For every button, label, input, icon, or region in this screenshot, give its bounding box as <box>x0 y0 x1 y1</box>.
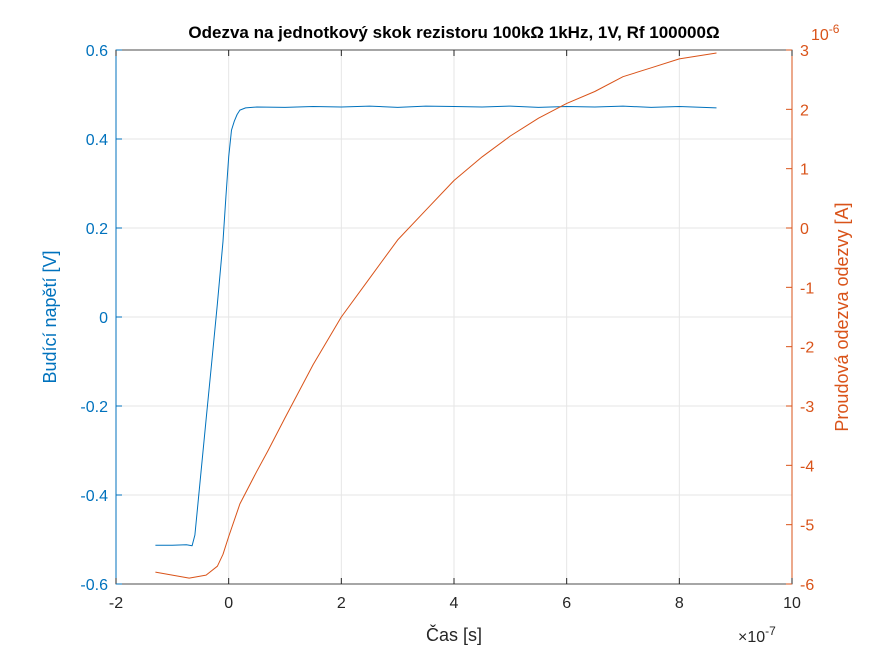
x-tick-label: 8 <box>675 595 684 612</box>
x-tick-label: 10 <box>783 595 801 612</box>
x-tick-label: -2 <box>109 595 123 612</box>
left-y-axis-ticks: -0.6 -0.4 -0.2 0 0.2 0.4 0.6 <box>80 43 122 594</box>
x-axis-label: Čas [s] <box>426 624 482 645</box>
right-tick-label: -6 <box>800 577 814 594</box>
x-exponent-base: ×10 <box>738 629 765 646</box>
x-tick-label: 0 <box>224 595 233 612</box>
left-tick-label: -0.4 <box>80 488 108 505</box>
right-tick-label: -2 <box>800 340 814 357</box>
x-tick-label: 4 <box>450 595 459 612</box>
right-tick-label: -5 <box>800 518 814 535</box>
x-axis-ticks: -2 0 2 4 6 8 10 <box>109 50 801 612</box>
right-y-axis-ticks: -6 -5 -4 -3 -2 -1 0 1 2 3 <box>786 43 814 594</box>
right-exponent-power: -6 <box>829 22 840 36</box>
right-y-axis-exponent: 10-6 <box>811 22 840 44</box>
right-tick-label: -1 <box>800 280 814 297</box>
right-tick-label: 2 <box>800 102 809 119</box>
right-tick-label: -4 <box>800 458 814 475</box>
left-tick-label: 0.4 <box>86 132 108 149</box>
x-exponent-power: -7 <box>765 624 776 638</box>
voltage-series-line <box>155 105 717 547</box>
x-tick-label: 6 <box>562 595 571 612</box>
x-tick-label: 2 <box>337 595 346 612</box>
series-group <box>155 52 717 579</box>
left-tick-label: -0.6 <box>80 577 108 594</box>
left-tick-label: -0.2 <box>80 399 108 416</box>
right-tick-label: -3 <box>800 399 814 416</box>
right-tick-label: 3 <box>800 43 809 60</box>
left-tick-label: 0.2 <box>86 221 108 238</box>
right-y-axis-label: Proudová odezva odezvy [A] <box>832 202 852 431</box>
left-tick-label: 0.6 <box>86 43 108 60</box>
left-tick-label: 0 <box>99 310 108 327</box>
right-exponent-base: 10 <box>811 27 829 44</box>
current-series-line <box>155 52 717 579</box>
chart-title: Odezva na jednotkový skok rezistoru 100k… <box>188 23 719 42</box>
x-axis-exponent: ×10-7 <box>738 624 776 646</box>
left-y-axis-label: Budící napětí [V] <box>40 250 60 383</box>
right-tick-label: 0 <box>800 221 809 238</box>
right-tick-label: 1 <box>800 162 809 179</box>
